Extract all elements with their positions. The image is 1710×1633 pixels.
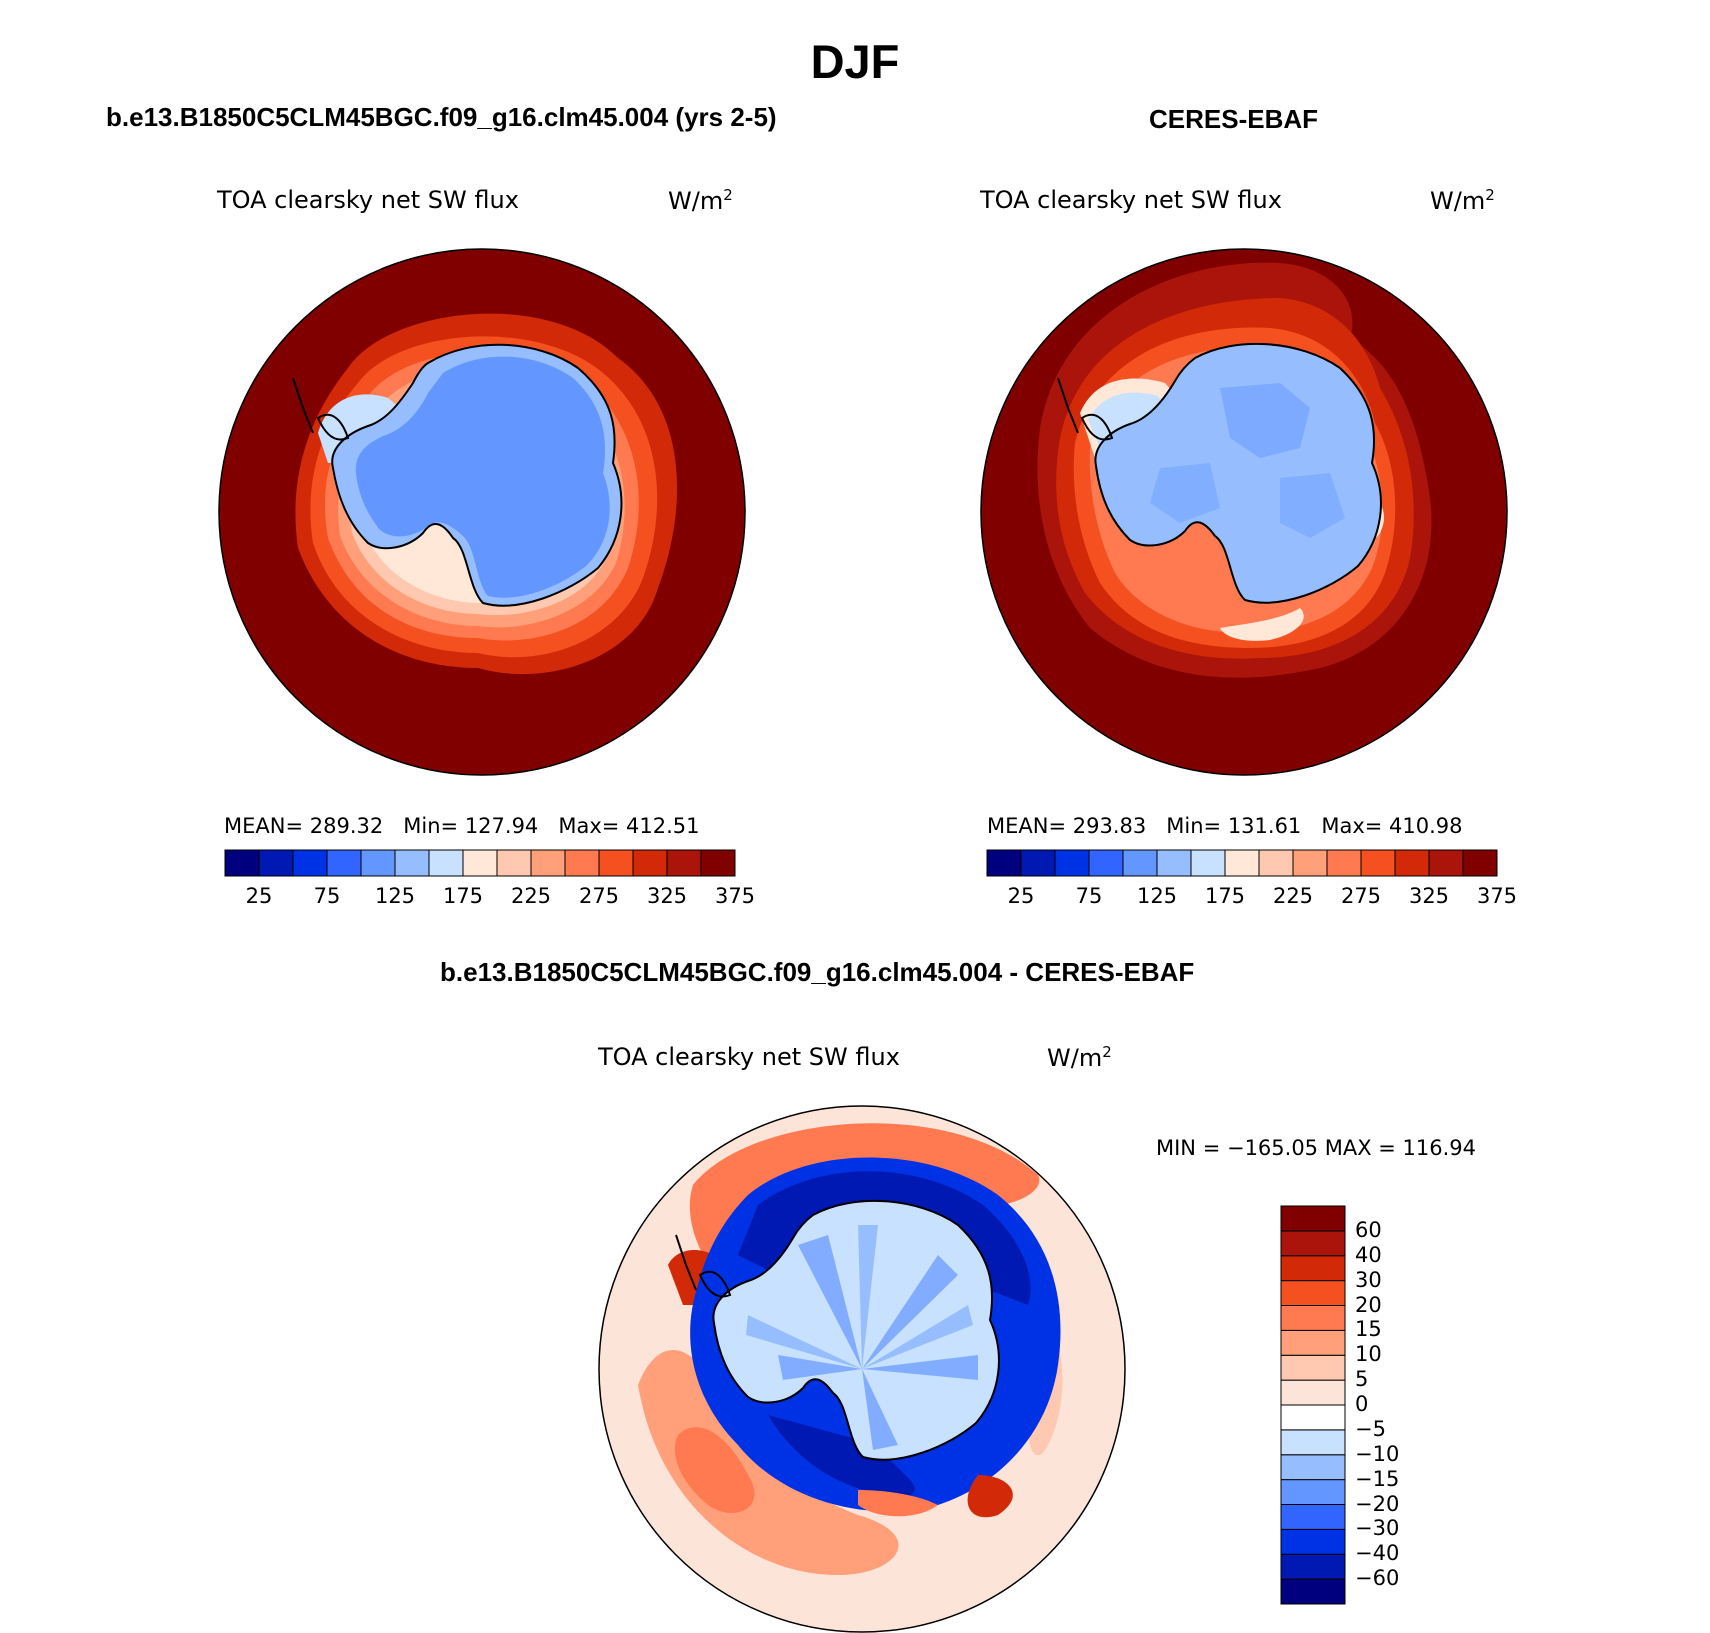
colorbar-tick-label: 125 xyxy=(374,884,416,908)
colorbar-tick-label: 5 xyxy=(1355,1367,1369,1392)
colorbar-tick-label: −20 xyxy=(1355,1491,1400,1516)
colorbar-swatch xyxy=(1088,849,1124,877)
colorbar-swatch xyxy=(1280,1329,1346,1356)
diff-polar-map xyxy=(598,1105,1126,1633)
colorbar-swatch xyxy=(1280,1280,1346,1306)
diff-case-title: b.e13.B1850C5CLM45BGC.f09_g16.clm45.004 … xyxy=(440,957,1195,987)
colorbar-swatch xyxy=(1054,849,1090,877)
colorbar-tick-label: 0 xyxy=(1355,1392,1369,1416)
colorbar-swatch xyxy=(1280,1305,1346,1331)
colorbar-swatch xyxy=(1280,1230,1346,1257)
colorbar-swatch xyxy=(1292,849,1328,877)
obs-units: W/m2 xyxy=(1430,186,1495,215)
obs-polar-map xyxy=(980,248,1508,776)
colorbar-tick-label: −40 xyxy=(1355,1541,1400,1566)
diff-colorbar-ticks: 60 40 30 20 15 10 5 0 −5 −10 −15 −20 −30 −40 −60 xyxy=(1355,1206,1435,1604)
colorbar-swatch xyxy=(1280,1454,1346,1481)
obs-variable-title: TOA clearsky net SW flux xyxy=(980,186,1282,214)
colorbar-swatch xyxy=(700,849,736,877)
colorbar-swatch xyxy=(1280,1429,1346,1456)
colorbar-tick-label: 225 xyxy=(1272,884,1314,908)
colorbar-tick-label: 375 xyxy=(714,884,756,908)
colorbar-swatch xyxy=(632,849,668,877)
colorbar-swatch xyxy=(1326,849,1362,877)
colorbar-swatch xyxy=(1462,849,1498,877)
model-polar-map xyxy=(218,248,746,776)
colorbar-tick-label: 275 xyxy=(1340,884,1382,908)
colorbar-swatch xyxy=(1190,849,1226,877)
colorbar-tick-label: 40 xyxy=(1355,1242,1382,1267)
colorbar-swatch xyxy=(394,849,430,877)
obs-stats: MEAN= 293.83 Min= 131.61 Max= 410.98 xyxy=(987,814,1463,838)
colorbar-swatch xyxy=(564,849,600,877)
colorbar-swatch xyxy=(1280,1479,1346,1505)
colorbar-tick-label: 25 xyxy=(1007,884,1035,908)
colorbar-tick-label: 20 xyxy=(1355,1292,1382,1317)
model-case-title: b.e13.B1850C5CLM45BGC.f09_g16.clm45.004 … xyxy=(106,102,777,132)
colorbar-tick-label: 125 xyxy=(1136,884,1178,908)
colorbar-swatch xyxy=(496,849,532,877)
colorbar-swatch xyxy=(1224,849,1260,877)
colorbar-swatch xyxy=(462,849,498,877)
colorbar-swatch xyxy=(666,849,702,877)
colorbar-swatch xyxy=(1280,1504,1346,1530)
colorbar-tick-label: 375 xyxy=(1476,884,1518,908)
model-stats: MEAN= 289.32 Min= 127.94 Max= 412.51 xyxy=(224,814,700,838)
model-units: W/m2 xyxy=(668,186,733,215)
colorbar-swatch xyxy=(1156,849,1192,877)
colorbar-tick-label: 275 xyxy=(578,884,620,908)
colorbar-swatch xyxy=(224,849,260,877)
model-colorbar-ticks: 25 75 125 175 225 275 325 375 xyxy=(225,884,755,914)
model-variable-title: TOA clearsky net SW flux xyxy=(217,186,519,214)
colorbar-tick-label: −5 xyxy=(1355,1416,1386,1441)
colorbar-tick-label: 325 xyxy=(1408,884,1450,908)
colorbar-tick-label: −10 xyxy=(1355,1441,1400,1466)
diff-minmax: MIN = −165.05 MAX = 116.94 xyxy=(1156,1136,1477,1160)
diff-colorbar xyxy=(1280,1205,1346,1605)
colorbar-tick-label: 175 xyxy=(1204,884,1246,908)
colorbar-tick-label: −15 xyxy=(1355,1466,1400,1491)
colorbar-swatch xyxy=(1280,1553,1346,1580)
colorbar-swatch xyxy=(1360,849,1396,877)
colorbar-swatch xyxy=(292,849,328,877)
model-colorbar xyxy=(224,849,736,877)
colorbar-tick-label: 15 xyxy=(1355,1317,1382,1342)
obs-colorbar-ticks: 25 75 125 175 225 275 325 375 xyxy=(987,884,1517,914)
colorbar-swatch xyxy=(1258,849,1294,877)
colorbar-swatch xyxy=(258,849,294,877)
figure-title: DJF xyxy=(810,35,900,88)
colorbar-tick-label: 75 xyxy=(313,884,341,908)
colorbar-tick-label: −30 xyxy=(1355,1516,1400,1541)
colorbar-tick-label: 25 xyxy=(245,884,273,908)
colorbar-swatch xyxy=(1280,1354,1346,1381)
colorbar-tick-label: 325 xyxy=(646,884,688,908)
colorbar-swatch xyxy=(326,849,362,877)
colorbar-tick-label: 75 xyxy=(1075,884,1103,908)
colorbar-swatch xyxy=(428,849,464,877)
colorbar-tick-label: 10 xyxy=(1355,1342,1382,1367)
colorbar-swatch xyxy=(1280,1379,1346,1406)
colorbar-tick-label: 225 xyxy=(510,884,552,908)
colorbar-swatch xyxy=(1280,1205,1346,1232)
colorbar-swatch xyxy=(1280,1528,1346,1555)
colorbar-swatch xyxy=(530,849,566,877)
colorbar-tick-label: 60 xyxy=(1355,1217,1382,1242)
colorbar-swatch xyxy=(1280,1255,1346,1282)
colorbar-swatch xyxy=(1280,1404,1346,1431)
colorbar-swatch xyxy=(360,849,396,877)
colorbar-tick-label: 175 xyxy=(442,884,484,908)
obs-case-title: CERES-EBAF xyxy=(1149,104,1319,134)
colorbar-swatch xyxy=(1428,849,1464,877)
colorbar-swatch xyxy=(1280,1578,1346,1605)
colorbar-swatch xyxy=(598,849,634,877)
colorbar-swatch xyxy=(1122,849,1158,877)
obs-colorbar xyxy=(986,849,1498,877)
colorbar-tick-label: −60 xyxy=(1355,1566,1400,1591)
diff-units: W/m2 xyxy=(1047,1043,1112,1072)
colorbar-swatch xyxy=(986,849,1022,877)
diff-variable-title: TOA clearsky net SW flux xyxy=(598,1043,900,1071)
colorbar-tick-label: 30 xyxy=(1355,1267,1382,1292)
colorbar-swatch xyxy=(1020,849,1056,877)
colorbar-swatch xyxy=(1394,849,1430,877)
